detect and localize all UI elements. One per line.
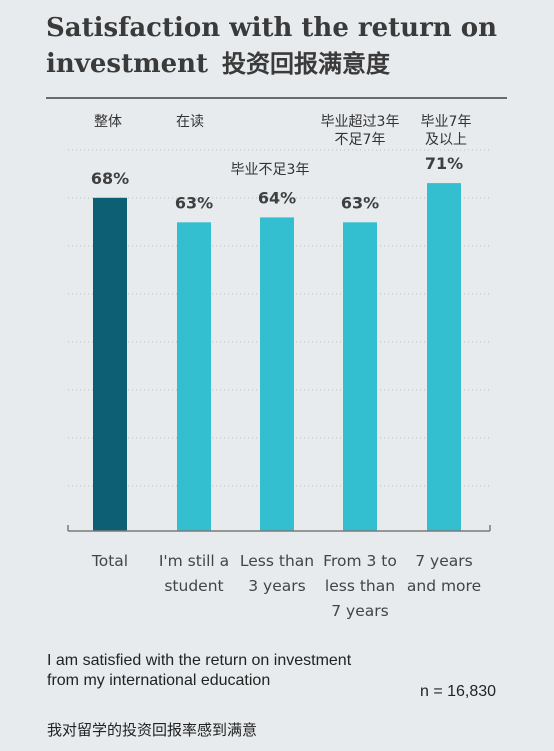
bar: [427, 183, 461, 531]
category-label: student: [164, 577, 223, 595]
category-label: less than: [325, 577, 395, 595]
bar: [93, 197, 127, 532]
value-label: 68%: [91, 169, 129, 188]
title-en-part: investment: [46, 49, 209, 79]
bar: [260, 217, 294, 531]
title-line-2: investment 投资回报满意度: [46, 46, 526, 82]
sample-size: n = 16,830: [420, 683, 497, 700]
chart-title: Satisfaction with the return on investme…: [46, 10, 526, 82]
bar: [343, 222, 377, 532]
category-label: Less than: [240, 552, 314, 570]
title-line-1: Satisfaction with the return on: [46, 13, 497, 43]
category-cn-label: 整体: [94, 114, 122, 130]
value-labels: 68% 63% 64% 63% 71%: [91, 154, 463, 212]
bars: [93, 183, 461, 532]
category-cn-label: 在读: [176, 113, 204, 130]
category-label: From 3 to: [323, 552, 397, 570]
bar: [177, 222, 211, 532]
value-label: 63%: [341, 193, 379, 212]
value-label: 63%: [175, 193, 213, 212]
category-cn-label: 毕业超过3年: [321, 114, 400, 130]
category-label: Total: [91, 552, 128, 570]
category-label: 3 years: [248, 577, 305, 595]
category-label: 7 years: [331, 602, 388, 620]
x-axis: [67, 525, 491, 532]
footnote-cn: 我对留学的投资回报率感到满意: [47, 721, 258, 739]
category-cn-label: 不足7年: [335, 132, 386, 148]
footnote-en: I am satisfied with the return on invest…: [47, 652, 352, 689]
value-label: 71%: [425, 154, 463, 173]
category-label: I'm still a: [159, 552, 229, 570]
category-cn-label: 毕业不足3年: [231, 162, 310, 178]
title-divider: [46, 97, 507, 99]
category-cn-label: 毕业7年: [421, 114, 472, 130]
title-cn-part: 投资回报满意度: [222, 50, 391, 78]
category-en-labels: Total I'm still a student Less than 3 years F…: [91, 552, 481, 620]
category-label: and more: [407, 577, 481, 595]
category-label: 7 years: [415, 552, 472, 570]
value-label: 64%: [258, 188, 296, 207]
category-cn-label: 及以上: [425, 132, 467, 148]
